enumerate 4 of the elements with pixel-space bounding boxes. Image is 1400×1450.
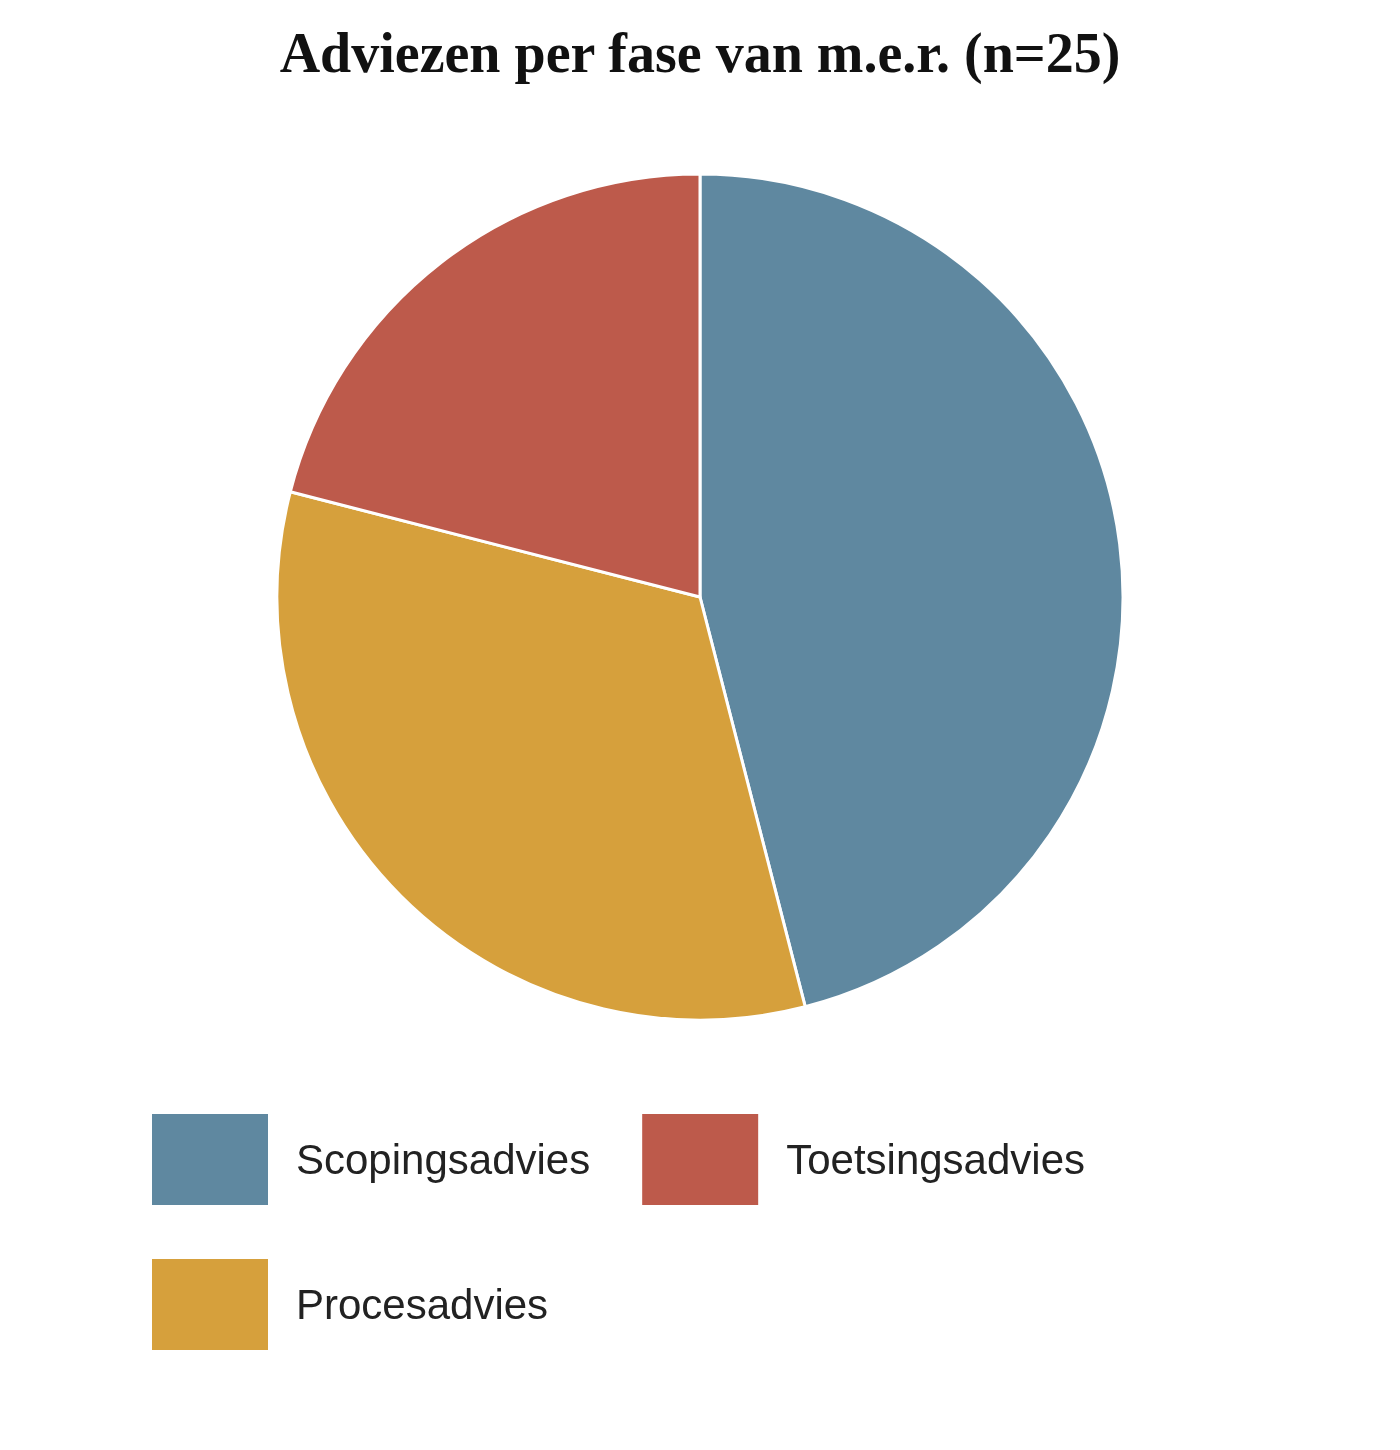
legend-label: Scopingsadvies: [296, 1136, 591, 1183]
legend-label: Toetsingsadvies: [786, 1136, 1086, 1183]
legend-label: Procesadvies: [296, 1281, 549, 1328]
chart-title: Adviezen per fase van m.e.r. (n=25): [279, 22, 1121, 85]
